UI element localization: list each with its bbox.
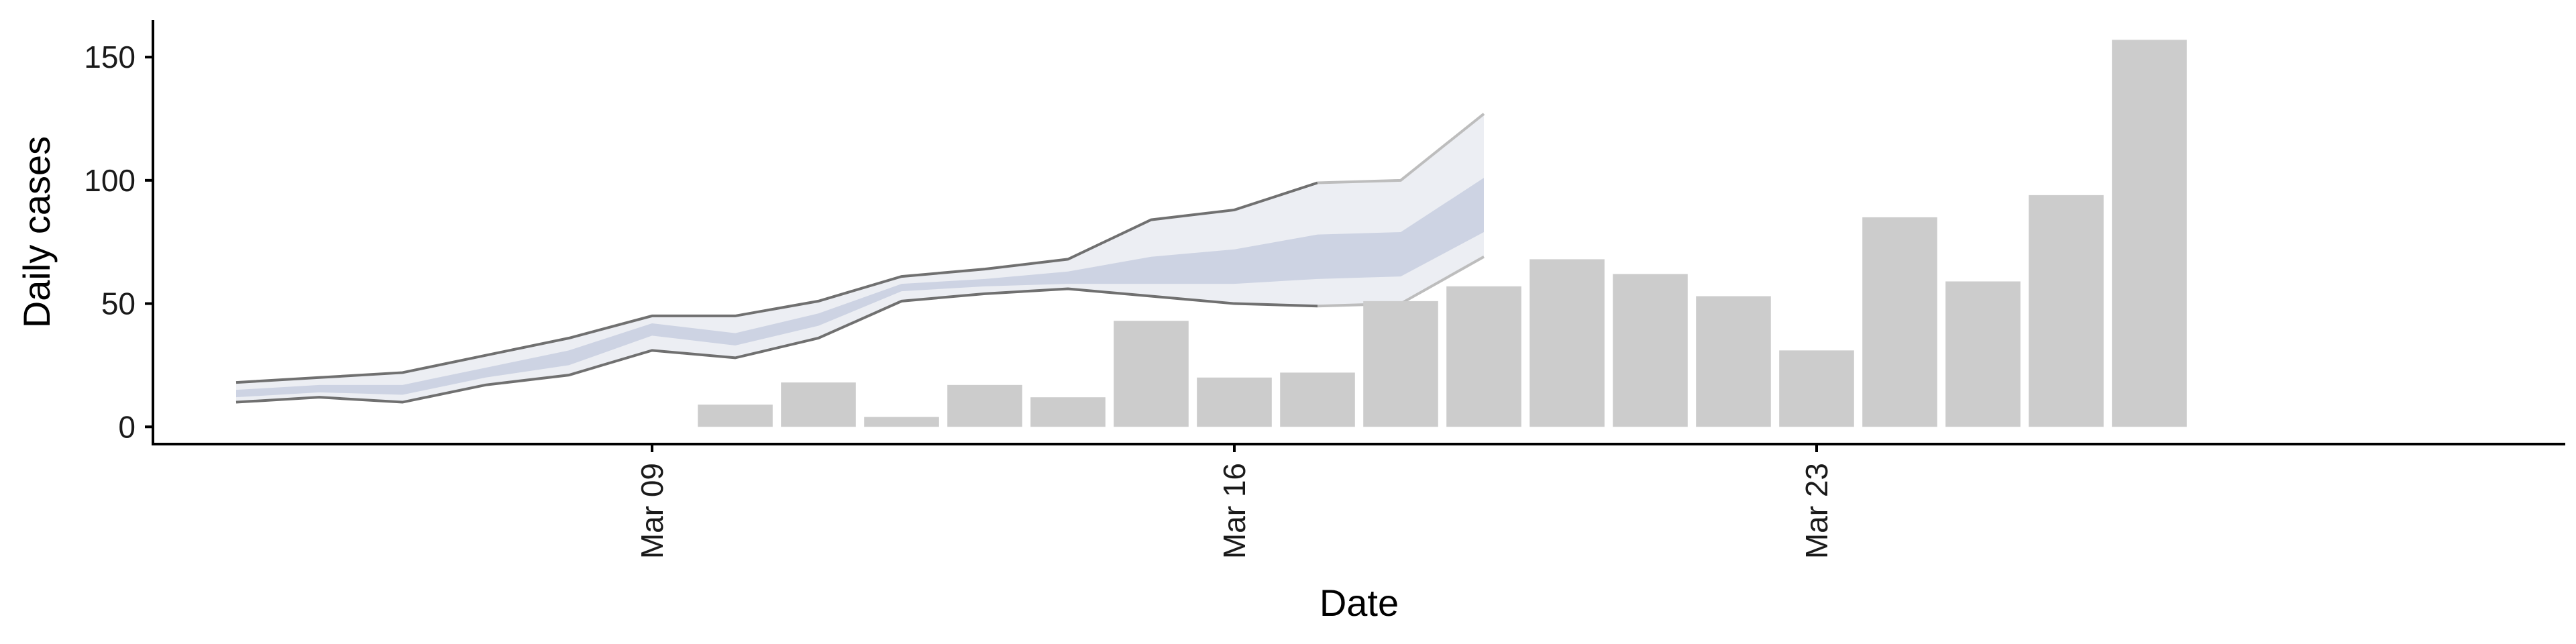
axis-layer <box>152 20 2565 445</box>
bar <box>1363 301 1438 427</box>
forecast-band-layer <box>235 113 1485 404</box>
x-tick-label: Mar 16 <box>1217 463 1252 559</box>
bar <box>1945 281 2021 427</box>
bar <box>1446 286 1521 427</box>
y-tick-label: 150 <box>84 40 136 74</box>
bar <box>1114 321 1189 427</box>
bar <box>947 384 1022 427</box>
lower-bound-line <box>235 287 1318 404</box>
bar <box>781 382 856 427</box>
x-axis-title: Date <box>1320 582 1399 624</box>
x-tick-label: Mar 23 <box>1799 463 1834 559</box>
bar <box>1779 350 1854 427</box>
bar <box>1197 377 1272 427</box>
bar <box>1696 296 1771 427</box>
bar <box>2112 40 2187 427</box>
y-ticks: 0 50 100 150 <box>84 40 153 444</box>
y-axis-title: Daily cases <box>15 136 58 328</box>
upper-bound-line-tail <box>1317 113 1485 184</box>
x-tick-label: Mar 09 <box>635 463 669 559</box>
y-tick-label: 50 <box>101 286 136 321</box>
bar <box>1862 217 1937 427</box>
bar <box>1529 259 1605 427</box>
bar <box>2029 195 2104 427</box>
bar <box>698 405 773 427</box>
bar <box>1280 372 1355 427</box>
bar-layer <box>698 40 2187 427</box>
upper-bound-line <box>235 181 1318 384</box>
bar <box>864 417 939 427</box>
y-tick-label: 0 <box>118 409 136 444</box>
y-tick-label: 100 <box>84 163 136 198</box>
bar <box>1613 274 1688 427</box>
x-ticks: Mar 09 Mar 16 Mar 23 <box>635 444 1834 559</box>
bar <box>1030 397 1106 427</box>
